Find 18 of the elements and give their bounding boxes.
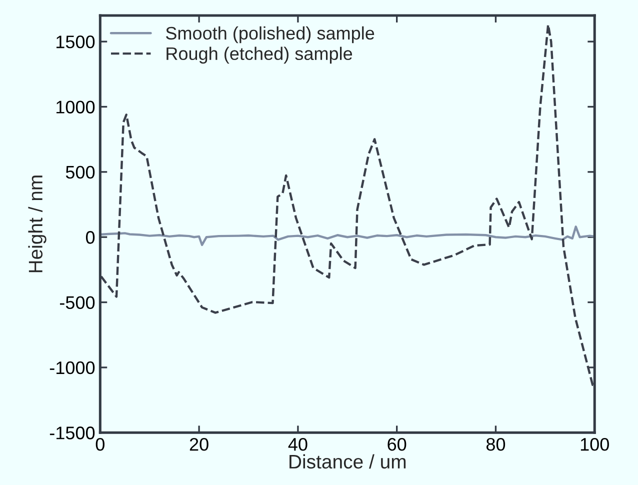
legend-label: Smooth (polished) sample [166, 26, 374, 44]
y-tick-label: -1500 [50, 426, 95, 440]
x-tick-label: 20 [190, 438, 208, 451]
y-tick-label: -1000 [50, 361, 95, 374]
x-tick-label: 0 [96, 438, 104, 451]
y-tick-label: 0 [86, 231, 95, 244]
y-tick-label: 1000 [56, 100, 95, 114]
y-tick-label: 500 [66, 166, 95, 179]
legend-label: Rough (etched) sample [166, 46, 352, 64]
x-tick-label: 40 [288, 438, 308, 451]
x-tick-label: 100 [580, 438, 609, 451]
y-axis-title: Height / nm [28, 176, 46, 272]
y-tick-label: 1500 [56, 36, 95, 48]
y-tick-label: -500 [60, 296, 95, 309]
x-tick-label: 80 [486, 438, 506, 451]
x-tick-label: 60 [388, 438, 406, 451]
line-series [100, 226, 595, 246]
x-axis-title: Distance / um [290, 454, 406, 469]
